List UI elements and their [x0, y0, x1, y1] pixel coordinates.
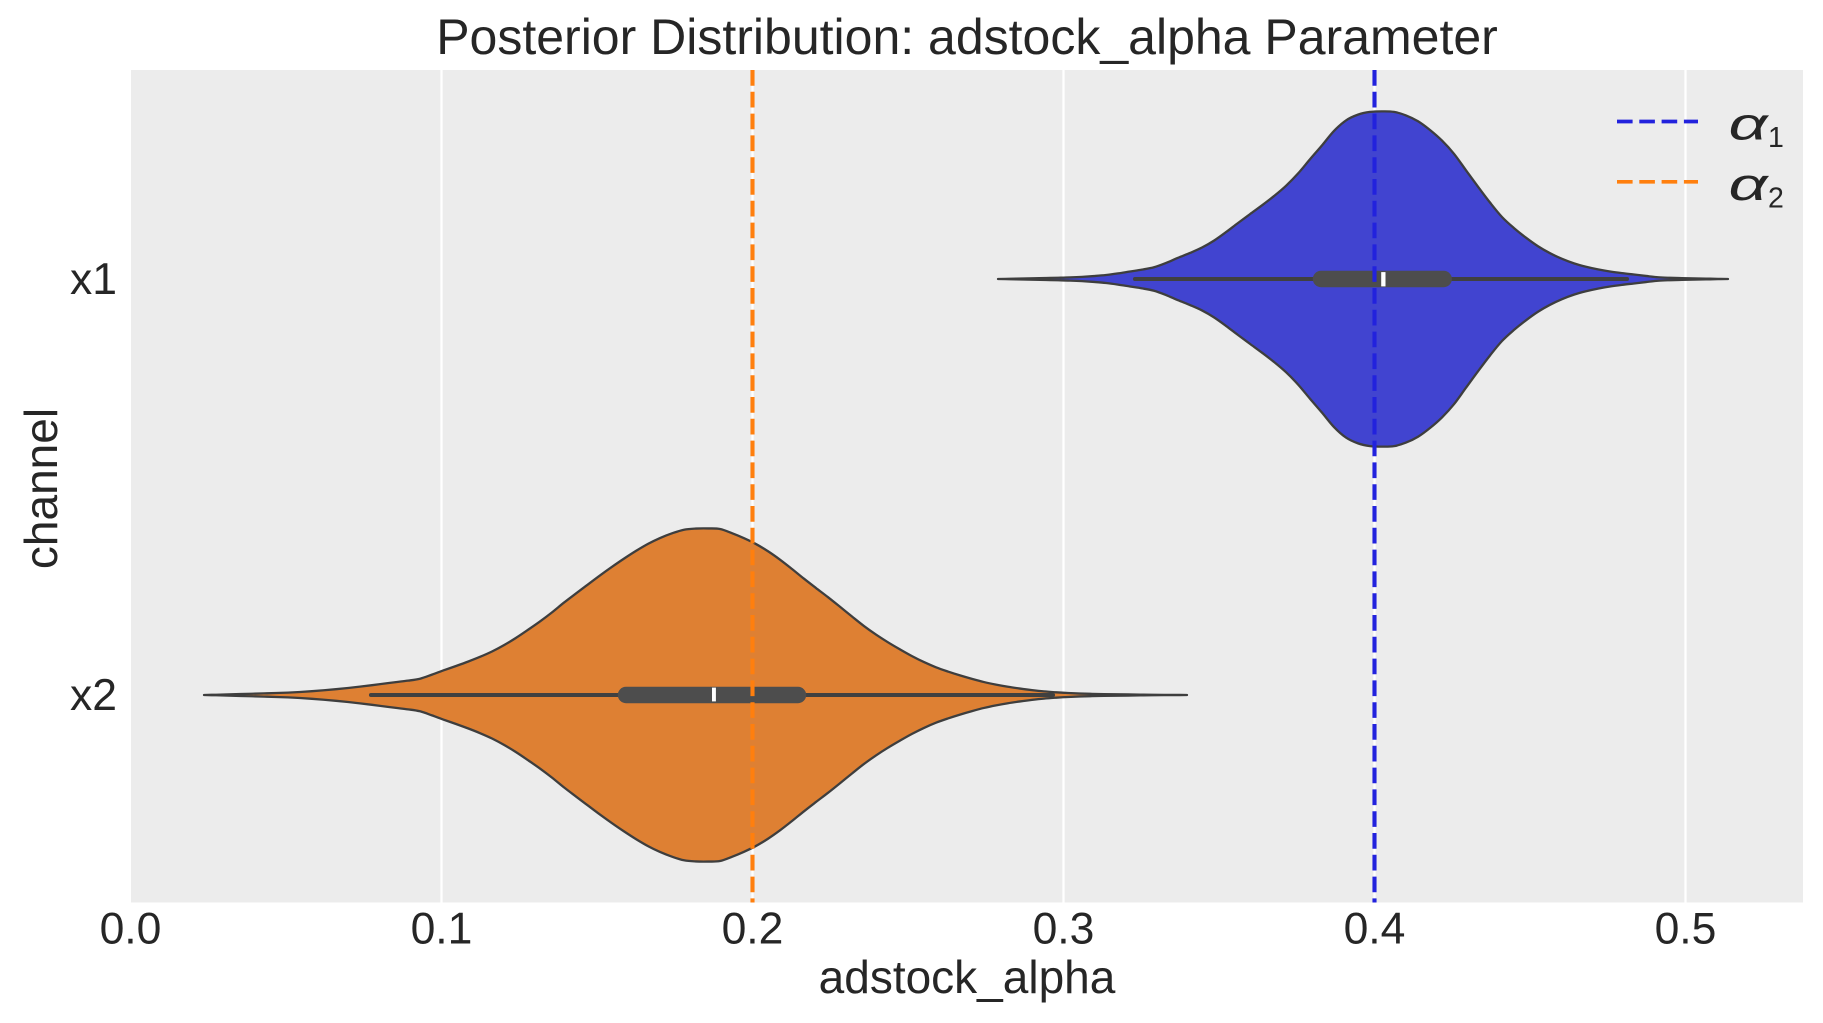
svg-text:channel: channel [15, 408, 67, 569]
svg-text:0.3: 0.3 [1033, 905, 1095, 954]
svg-text:Posterior Distribution: adstoc: Posterior Distribution: adstock_alpha Pa… [436, 9, 1498, 65]
svg-text:0.1: 0.1 [411, 905, 473, 954]
svg-text:0.2: 0.2 [722, 905, 784, 954]
svg-text:x1: x1 [70, 255, 117, 304]
svg-text:α: α [1729, 100, 1770, 150]
svg-text:0.4: 0.4 [1344, 905, 1406, 954]
svg-text:adstock_alpha: adstock_alpha [819, 951, 1116, 1003]
svg-text:x2: x2 [70, 671, 117, 720]
svg-text:2: 2 [1768, 182, 1784, 214]
svg-text:α: α [1729, 160, 1770, 210]
svg-text:0.5: 0.5 [1655, 905, 1717, 954]
svg-text:1: 1 [1768, 122, 1784, 154]
svg-text:0.0: 0.0 [100, 905, 162, 954]
